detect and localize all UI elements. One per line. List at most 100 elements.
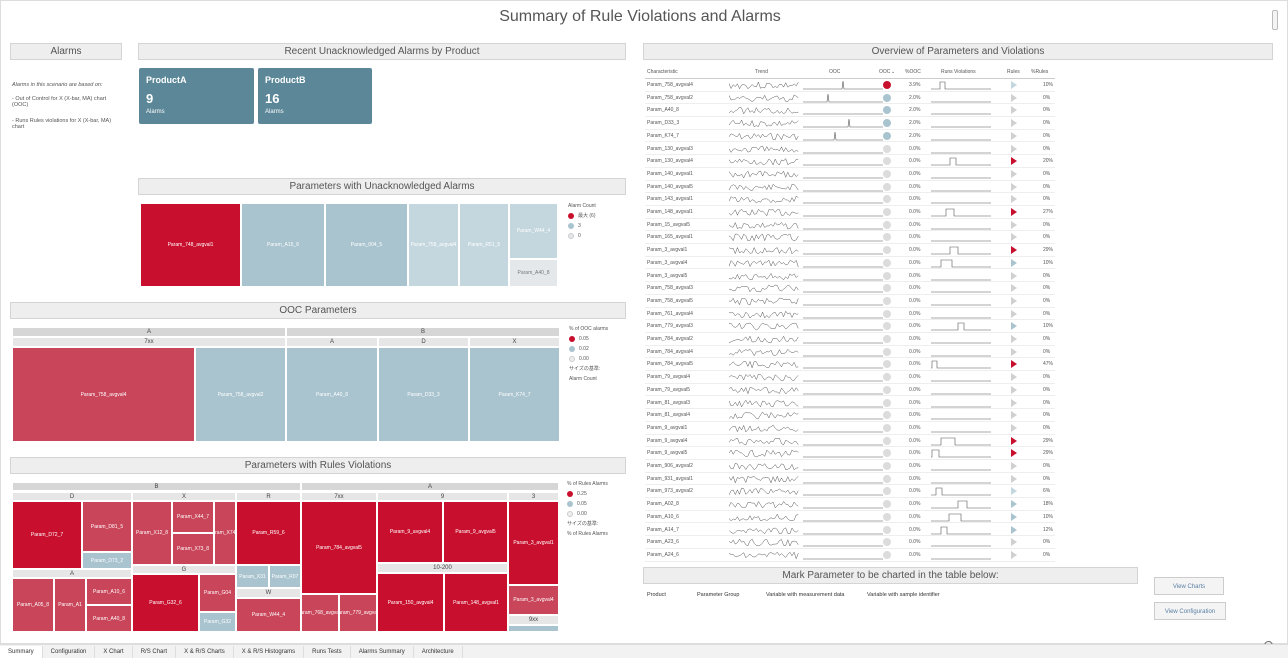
treemap-cell[interactable]: Param_K74_7 bbox=[469, 347, 560, 442]
table-row[interactable]: Param_140_avgval5 0.0% 0% bbox=[645, 181, 1055, 194]
table-row[interactable]: Param_81_avgval4 0.0% 0% bbox=[645, 409, 1055, 422]
tab-alarms-summary[interactable]: Alarms Summary bbox=[351, 645, 414, 658]
tab-runs-tests[interactable]: Runs Tests bbox=[304, 645, 351, 658]
table-row[interactable]: Param_165_avgval1 0.0% 0% bbox=[645, 231, 1055, 245]
treemap-cell[interactable]: Param_R51_5 bbox=[459, 203, 509, 287]
table-row[interactable]: Param_81_avgval3 0.0% 0% bbox=[645, 397, 1055, 410]
treemap-cell[interactable]: Param_3_avgval4 bbox=[508, 585, 559, 615]
treemap-cell[interactable]: Param_W44_4 bbox=[236, 598, 301, 632]
table-row[interactable]: Param_D33_3 2.0% 0% bbox=[645, 117, 1055, 130]
treemap-cell[interactable]: Param_A40_8 bbox=[509, 259, 558, 287]
tab-configuration[interactable]: Configuration bbox=[43, 645, 96, 658]
treemap-cell[interactable]: Param_X12_8 bbox=[132, 501, 172, 565]
treemap-cell[interactable]: Param_R07 bbox=[269, 565, 301, 588]
table-row[interactable]: Param_A24_6 0.0% 0% bbox=[645, 549, 1055, 562]
table-row[interactable]: Param_9_avgval1 0.0% 0% bbox=[645, 422, 1055, 435]
treemap-cell[interactable]: Param_A40_8 bbox=[86, 605, 132, 632]
table-row[interactable]: Param_79_avgval4 0.0% 0% bbox=[645, 371, 1055, 384]
sort-chevron-icon[interactable]: ⌄ bbox=[891, 69, 896, 75]
treemap-cell[interactable]: Param_150_avgval4 bbox=[377, 573, 444, 632]
table-row[interactable]: Param_15_avgval5 0.0% 0% bbox=[645, 219, 1055, 232]
table-row[interactable]: Param_K74_7 2.0% 0% bbox=[645, 130, 1055, 143]
treemap-cell[interactable]: Param_D81_5 bbox=[82, 501, 132, 552]
table-row[interactable]: Param_130_avgval4 0.0% 20% bbox=[645, 155, 1055, 168]
view-charts-button[interactable]: View Charts bbox=[1154, 577, 1224, 595]
treemap-cell[interactable]: Param_784_avgval5 bbox=[301, 501, 377, 594]
treemap-cell[interactable]: Param_G32_6 bbox=[132, 574, 199, 632]
table-row[interactable]: Param_9_avgval4 0.0% 29% bbox=[645, 435, 1055, 448]
treemap-cell[interactable]: Param_004_5 bbox=[325, 203, 408, 287]
treemap-cell[interactable] bbox=[508, 625, 559, 632]
col-ooc-sort[interactable]: OOC bbox=[879, 69, 891, 75]
rules-triangle-icon bbox=[1011, 322, 1017, 331]
table-row[interactable]: Param_973_avgval2 0.0% 6% bbox=[645, 485, 1055, 499]
table-row[interactable]: Param_931_avgval1 0.0% 0% bbox=[645, 473, 1055, 486]
treemap-cell[interactable]: Param_D73_2 bbox=[82, 552, 132, 569]
treemap-cell[interactable]: Param_748_avgval1 bbox=[140, 203, 241, 287]
table-row[interactable]: Param_784_avgval4 0.0% 0% bbox=[645, 346, 1055, 359]
treemap-cell[interactable]: Param_9_avgval5 bbox=[443, 501, 508, 563]
treemap-cell[interactable]: Param_W44_4 bbox=[509, 203, 558, 259]
table-row[interactable]: Param_79_avgval5 0.0% 0% bbox=[645, 384, 1055, 397]
treemap-cell[interactable]: Param_148_avgval1 bbox=[444, 573, 508, 632]
table-row[interactable]: Param_130_avgval3 0.0% 0% bbox=[645, 143, 1055, 156]
trend-sparkline bbox=[729, 538, 799, 547]
treemap-cell[interactable]: Param_779_avgval3 bbox=[339, 594, 377, 632]
treemap-cell[interactable]: Param_D33_3 bbox=[378, 347, 469, 442]
table-row[interactable]: Param_143_avgval1 0.0% 0% bbox=[645, 193, 1055, 206]
table-row[interactable]: Param_779_avgval3 0.0% 10% bbox=[645, 320, 1055, 333]
treemap-cell[interactable]: Param_9_avgval4 bbox=[377, 501, 443, 563]
treemap-cell[interactable]: Param_A1 bbox=[54, 578, 86, 632]
treemap-cell[interactable]: Param_X73_8 bbox=[172, 533, 214, 565]
table-row[interactable]: Param_A10_6 0.0% 10% bbox=[645, 511, 1055, 524]
table-row[interactable]: Param_906_avgval2 0.0% 0% bbox=[645, 460, 1055, 473]
product-b-card[interactable]: ProductB 16 Alarms bbox=[258, 68, 372, 124]
treemap-cell[interactable]: Param_758_avgval4 bbox=[408, 203, 459, 287]
treemap-cell[interactable]: Param_D72_7 bbox=[12, 501, 82, 569]
treemap-cell[interactable]: Param_G04 bbox=[199, 574, 236, 612]
vertical-scrollbar[interactable] bbox=[1272, 10, 1278, 30]
table-row[interactable]: Param_758_avgval5 0.0% 0% bbox=[645, 295, 1055, 308]
table-row[interactable]: Param_A40_8 2.0% 0% bbox=[645, 104, 1055, 118]
col-pct-ooc: %OOC bbox=[905, 69, 921, 75]
product-a-card[interactable]: ProductA 9 Alarms bbox=[139, 68, 254, 124]
table-row[interactable]: Param_758_avgval4 3.9% 10% bbox=[645, 79, 1055, 92]
tab-x-chart[interactable]: X Chart bbox=[95, 645, 133, 658]
table-row[interactable]: Param_140_avgval1 0.0% 0% bbox=[645, 168, 1055, 181]
treemap-cell[interactable]: Param_A05_8 bbox=[12, 578, 54, 632]
treemap-cell[interactable]: Param_A40_8 bbox=[286, 347, 378, 442]
treemap-cell[interactable]: Param_X74_2 bbox=[214, 501, 236, 565]
row-pct-ooc: 3.9% bbox=[909, 82, 921, 88]
row-pct-rules: 18% bbox=[1043, 501, 1054, 508]
treemap-cell[interactable]: Param_3_avgval1 bbox=[508, 501, 559, 585]
tab-architecture[interactable]: Architecture bbox=[414, 645, 463, 658]
runs-violations-sparkline bbox=[931, 342, 991, 344]
table-row[interactable]: Param_758_avgval2 2.0% 0% bbox=[645, 92, 1055, 105]
treemap-cell[interactable]: Param_X31 bbox=[236, 565, 269, 588]
tab-r-s-chart[interactable]: R/S Chart bbox=[133, 645, 177, 658]
table-row[interactable]: Param_3_avgval4 0.0% 10% bbox=[645, 257, 1055, 270]
tab-x-r-s-histograms[interactable]: X & R/S Histograms bbox=[234, 645, 305, 658]
treemap-cell[interactable]: Param_758_avgval4 bbox=[12, 347, 195, 442]
view-configuration-button[interactable]: View Configuration bbox=[1154, 602, 1226, 620]
treemap-cell[interactable]: Param_R59_6 bbox=[236, 501, 301, 565]
table-row[interactable]: Param_3_avgval5 0.0% 0% bbox=[645, 270, 1055, 283]
table-row[interactable]: Param_A14_7 0.0% 12% bbox=[645, 524, 1055, 537]
table-row[interactable]: Param_784_avgval2 0.0% 0% bbox=[645, 333, 1055, 346]
tab-summary[interactable]: Summary bbox=[0, 645, 43, 658]
table-row[interactable]: Param_148_avgval1 0.0% 27% bbox=[645, 206, 1055, 219]
table-row[interactable]: Param_3_avgval1 0.0% 29% bbox=[645, 244, 1055, 257]
treemap-cell[interactable]: Param_768_avgval4 bbox=[301, 594, 339, 632]
table-row[interactable]: Param_761_avgval4 0.0% 0% bbox=[645, 308, 1055, 321]
tab-x-r-s-charts[interactable]: X & R/S Charts bbox=[176, 645, 234, 658]
table-row[interactable]: Param_A23_6 0.0% 0% bbox=[645, 536, 1055, 549]
treemap-cell[interactable]: Param_A15_6 bbox=[241, 203, 325, 287]
treemap-cell[interactable]: Param_758_avgval2 bbox=[195, 347, 286, 442]
table-row[interactable]: Param_758_avgval3 0.0% 0% bbox=[645, 282, 1055, 295]
table-row[interactable]: Param_9_avgval5 0.0% 29% bbox=[645, 447, 1055, 460]
treemap-cell[interactable]: Param_A10_6 bbox=[86, 578, 132, 605]
treemap-cell[interactable]: Param_X44_7 bbox=[172, 501, 214, 533]
treemap-cell[interactable]: Param_G32 bbox=[199, 612, 236, 632]
table-row[interactable]: Param_784_avgval5 0.0% 47% bbox=[645, 358, 1055, 372]
table-row[interactable]: Param_A02_8 0.0% 18% bbox=[645, 498, 1055, 511]
